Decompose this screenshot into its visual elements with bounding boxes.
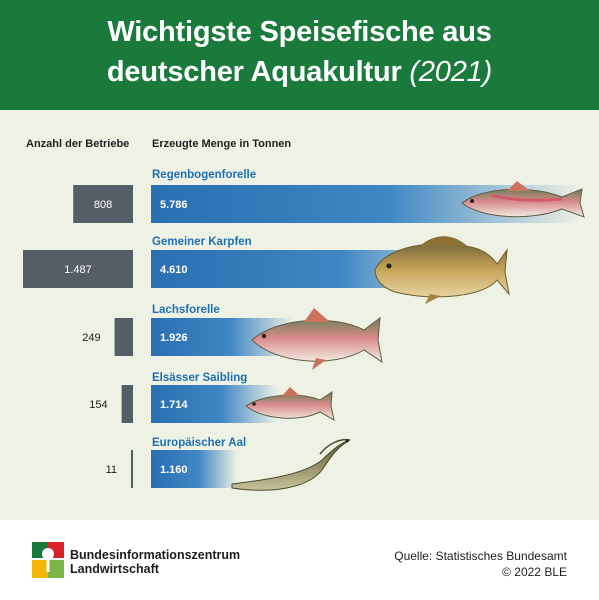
betriebe-value: 808	[94, 199, 112, 211]
trout-illustration-1	[461, 181, 585, 218]
category-label: Gemeiner Karpfen	[152, 236, 252, 248]
bar-chart: Regenbogenforelle 808 5.786 Gemeiner Karpfe…	[23, 169, 585, 491]
column-header-betriebe: Anzahl der Betriebe	[26, 138, 130, 150]
menge-value: 1.714	[160, 399, 188, 411]
ble-logo	[32, 542, 64, 578]
copyright-text: © 2022 BLE	[502, 565, 567, 579]
char-illustration	[245, 387, 335, 421]
chart-title-line2: deutscher Aquakultur (2021)	[0, 56, 599, 89]
category-label: Lachsforelle	[152, 304, 220, 316]
category-label: Elsässer Saibling	[152, 372, 247, 384]
chart-title-year: (2021)	[409, 56, 493, 88]
category-label: Europäischer Aal	[152, 437, 246, 449]
betriebe-value: 1.487	[64, 264, 92, 276]
betriebe-value: 154	[89, 399, 107, 411]
source-note: Quelle: Statistisches Bundesamt © 2022 B…	[394, 548, 567, 580]
category-label: Regenbogenforelle	[152, 169, 256, 181]
betriebe-value: 11	[106, 464, 117, 476]
betriebe-value: 249	[82, 332, 100, 344]
menge-value: 4.610	[160, 264, 188, 276]
chart-title-main: deutscher Aquakultur	[106, 56, 402, 88]
menge-value: 5.786	[160, 199, 188, 211]
menge-value: 1.926	[160, 332, 188, 344]
org-name: Bundesinformationszentrum Landwirtschaft	[70, 548, 240, 576]
betriebe-bar	[131, 450, 133, 488]
org-name-line2: Landwirtschaft	[70, 562, 159, 576]
eel-illustration	[231, 438, 351, 491]
menge-bar	[151, 450, 238, 488]
footer: Bundesinformationszentrum Landwirtschaft…	[0, 520, 599, 600]
column-header-menge: Erzeugte Menge in Tonnen	[152, 138, 292, 150]
betriebe-bar	[121, 385, 133, 423]
chart-title-line1: Wichtigste Speisefische aus	[107, 16, 492, 48]
trout-illustration-2	[251, 308, 383, 370]
betriebe-bar	[23, 250, 133, 288]
title-banner: Wichtigste Speisefische aus deutscher Aq…	[0, 0, 599, 110]
betriebe-bar	[114, 318, 133, 356]
carp-illustration	[374, 236, 510, 304]
source-text: Quelle: Statistisches Bundesamt	[394, 549, 567, 563]
menge-value: 1.160	[160, 464, 188, 476]
org-name-line1: Bundesinformationszentrum	[70, 548, 241, 562]
betriebe-bar	[73, 185, 133, 223]
